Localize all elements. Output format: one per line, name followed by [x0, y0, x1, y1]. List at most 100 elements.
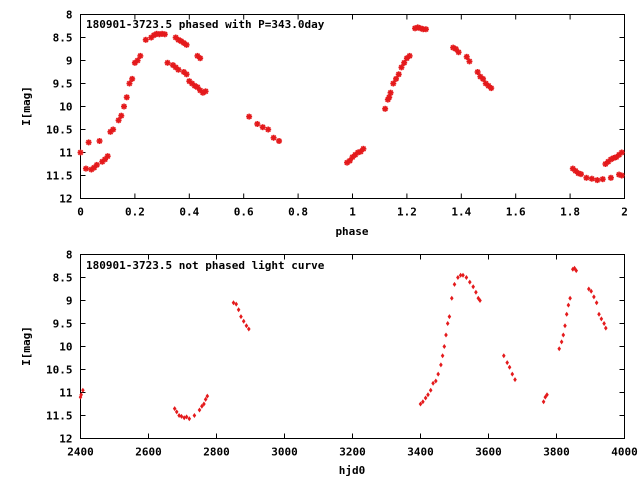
data-point: [455, 49, 462, 56]
data-point: [182, 415, 186, 421]
data-point: [507, 364, 512, 370]
data-point: [559, 339, 564, 345]
unphased-y-tick-label: 8: [66, 249, 73, 262]
unphased-x-tick-label: 2800: [203, 446, 230, 459]
unphased-y-tick-label: 9: [66, 295, 73, 308]
data-point: [246, 113, 253, 120]
data-point-stroke: [143, 37, 149, 43]
data-point: [436, 371, 440, 377]
data-point: [480, 75, 487, 82]
data-point: [583, 174, 590, 181]
data-point-stroke: [118, 112, 125, 119]
data-point-stroke: [259, 124, 266, 130]
data-point: [197, 407, 202, 413]
data-point: [444, 332, 448, 338]
data-point: [194, 84, 201, 91]
data-point-stroke: [96, 138, 103, 144]
data-point: [594, 177, 601, 184]
data-point-stroke: [488, 85, 494, 91]
data-point-stroke: [594, 177, 601, 183]
data-point: [276, 138, 283, 144]
data-point: [434, 378, 438, 384]
data-point: [447, 314, 452, 320]
data-point: [440, 353, 445, 359]
data-point-stroke: [85, 139, 92, 146]
data-point: [597, 311, 601, 317]
unphased-x-axis-label: hjd0: [339, 464, 366, 477]
data-point: [137, 52, 144, 59]
data-point-stroke: [572, 168, 579, 174]
data-point: [175, 66, 182, 73]
data-point: [398, 64, 405, 71]
data-point: [406, 52, 413, 59]
data-point: [478, 298, 482, 303]
unphased-x-ticks: 2400 2600 2800 3000 3200 3400 3600 3800 4000: [67, 254, 638, 459]
data-point: [464, 275, 469, 280]
data-point: [197, 55, 204, 62]
data-point: [442, 344, 447, 349]
data-point-stroke: [189, 80, 195, 87]
data-point: [82, 165, 89, 172]
data-point: [618, 149, 625, 156]
data-point: [115, 117, 122, 124]
phased-x-tick-label: 1.8: [560, 206, 580, 219]
phased-x-tick-label: 2: [621, 206, 628, 219]
unphased-data-points: [78, 265, 608, 422]
data-point: [395, 71, 402, 78]
data-point: [439, 362, 443, 368]
data-point-stroke: [360, 146, 367, 152]
data-point-stroke: [197, 87, 203, 94]
data-point-stroke: [129, 76, 135, 82]
unphased-y-tick-label: 12: [59, 433, 72, 446]
data-point: [545, 392, 549, 398]
unphased-x-tick-label: 4000: [611, 446, 638, 459]
data-point-stroke: [183, 42, 190, 48]
unphased-x-tick-label: 3000: [271, 446, 298, 459]
data-point: [239, 314, 243, 320]
data-point: [382, 105, 389, 112]
unphased-y-tick-label: 11: [59, 387, 73, 400]
data-point: [142, 36, 149, 43]
data-point-stroke: [455, 49, 462, 55]
data-point: [599, 176, 606, 183]
data-point-stroke: [172, 64, 179, 71]
data-point: [346, 157, 353, 164]
data-point: [421, 399, 425, 405]
phased-y-tick-label: 12: [59, 193, 72, 206]
unphased-x-tick-label: 2600: [135, 446, 162, 459]
data-point: [589, 288, 593, 294]
data-point-stroke: [480, 76, 486, 82]
phased-y-tick-label: 11: [59, 147, 73, 160]
phased-y-tick-label: 8.5: [53, 32, 73, 45]
data-point: [422, 26, 429, 33]
unphased-x-tick-label: 3400: [407, 446, 434, 459]
data-point-stroke: [619, 172, 625, 179]
data-point: [618, 172, 625, 179]
data-point-stroke: [265, 126, 271, 133]
data-point: [77, 149, 84, 156]
data-point: [104, 153, 111, 160]
phased-y-tick-label: 10: [59, 101, 72, 114]
data-point: [202, 88, 209, 95]
data-point: [183, 41, 190, 48]
phased-x-tick-label: 0: [77, 206, 84, 219]
data-point: [594, 300, 599, 306]
phased-x-tick-label: 0.6: [234, 206, 254, 219]
data-point-stroke: [387, 89, 394, 96]
data-point: [161, 31, 168, 38]
data-point: [121, 103, 128, 110]
data-point: [607, 174, 614, 181]
data-point-stroke: [477, 73, 484, 80]
data-point-stroke: [270, 135, 277, 141]
data-point: [431, 380, 435, 386]
data-point: [604, 325, 608, 331]
data-point-stroke: [162, 31, 168, 38]
data-point: [458, 272, 463, 278]
unphased-x-tick-label: 3200: [339, 446, 366, 459]
data-point: [445, 321, 450, 326]
unphased-x-tick-label: 3600: [475, 446, 502, 459]
data-point-stroke: [246, 113, 252, 120]
data-point-stroke: [175, 66, 182, 73]
data-point-stroke: [186, 78, 193, 84]
